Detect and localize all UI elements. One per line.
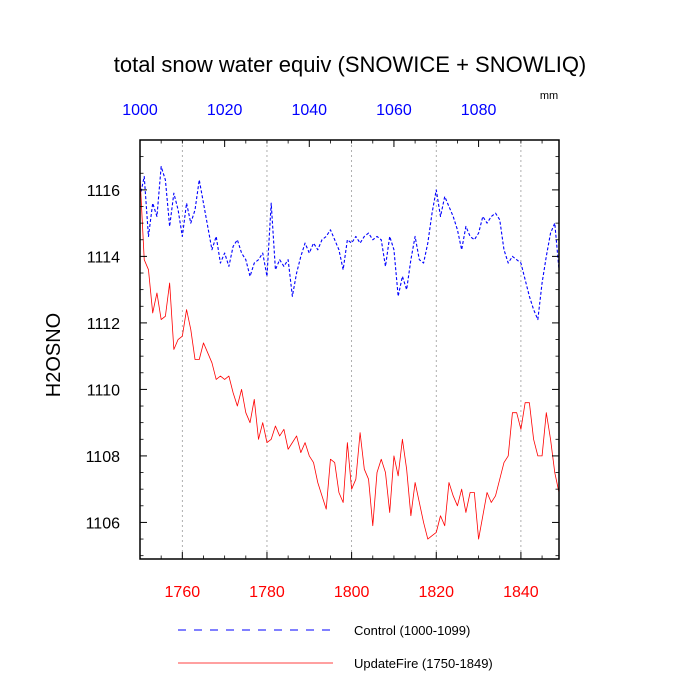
y-tick-label: 1112 [87, 316, 120, 333]
series-line [139, 166, 560, 321]
x-top-tick-label: 1040 [291, 102, 327, 119]
y-tick-label: 1116 [87, 183, 120, 200]
units-label: mm [540, 90, 558, 102]
chart-title: total snow water equiv (SNOWICE + SNOWLI… [114, 52, 587, 77]
legend: Control (1000-1099) UpdateFire (1750-1849… [178, 623, 493, 671]
y-tick-label: 1114 [87, 249, 120, 266]
y-tick-label: 1108 [86, 449, 121, 466]
y-tick-label: 1106 [86, 515, 121, 532]
x-bottom-tick-label: 1780 [249, 584, 285, 601]
legend-label: UpdateFire (1750-1849) [354, 656, 493, 671]
axes-group: 1106 1108 1110 1112 1114 1116 1760 1780 1800 1820… [86, 102, 559, 601]
x-top-tick-label: 1020 [207, 102, 243, 119]
x-top-tick-label: 1080 [461, 102, 497, 119]
x-bottom-tick-label: 1820 [418, 584, 454, 601]
series-line [139, 176, 560, 540]
y-tick-label: 1110 [87, 382, 120, 399]
grid-lines [181, 140, 522, 559]
y-axis-label: H2OSNO [43, 313, 65, 397]
x-bottom-tick-label: 1760 [165, 584, 201, 601]
series-group [139, 166, 560, 540]
x-top-tick-label: 1000 [122, 102, 158, 119]
x-top-tick-label: 1060 [376, 102, 412, 119]
x-bottom-tick-label: 1840 [503, 584, 539, 601]
legend-label: Control (1000-1099) [354, 623, 470, 638]
plot-frame [139, 139, 560, 560]
x-bottom-tick-label: 1800 [334, 584, 370, 601]
